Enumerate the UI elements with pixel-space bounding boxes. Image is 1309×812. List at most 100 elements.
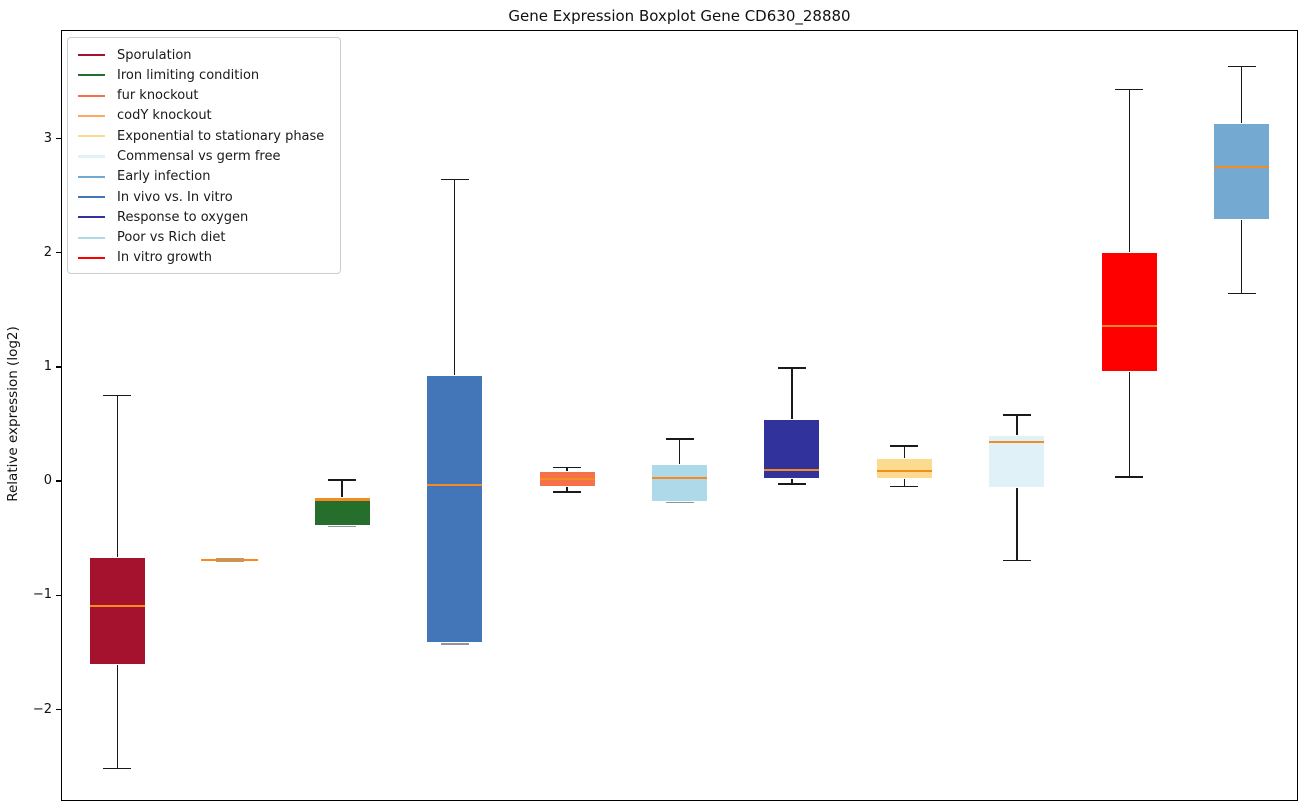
upper-whisker-cap bbox=[665, 438, 694, 440]
legend-color-swatch bbox=[78, 216, 105, 219]
median-line bbox=[1101, 324, 1157, 327]
legend-label: Early infection bbox=[117, 169, 211, 185]
lower-whisker-cap bbox=[328, 525, 357, 528]
boxplot-box bbox=[1100, 251, 1158, 372]
boxplot-box bbox=[426, 374, 484, 644]
legend-item: Iron limiting condition bbox=[78, 65, 330, 85]
lower-whisker-cap bbox=[103, 767, 132, 770]
boxplot-box bbox=[88, 556, 146, 666]
legend-item: Sporulation bbox=[78, 45, 330, 65]
median-line bbox=[989, 441, 1045, 444]
upper-whisker bbox=[1241, 66, 1243, 123]
upper-whisker bbox=[116, 395, 118, 557]
upper-whisker-cap bbox=[328, 479, 357, 481]
legend-label: Commensal vs germ free bbox=[117, 148, 281, 164]
chart-title: Gene Expression Boxplot Gene CD630_28880 bbox=[508, 7, 851, 25]
y-tick-mark bbox=[56, 252, 61, 254]
boxplot-box bbox=[875, 458, 933, 479]
upper-whisker-cap bbox=[440, 178, 469, 181]
legend-item: In vivo vs. In vitro bbox=[78, 187, 330, 207]
lower-whisker bbox=[1128, 371, 1130, 477]
upper-whisker-cap bbox=[890, 444, 919, 447]
legend-item: Poor vs Rich diet bbox=[78, 228, 330, 248]
boxplot-box bbox=[988, 435, 1046, 489]
legend-item: Early infection bbox=[78, 167, 330, 187]
lower-whisker-cap bbox=[1002, 559, 1031, 562]
legend-label: In vivo vs. In vitro bbox=[117, 189, 233, 205]
y-tick-label: 3 bbox=[43, 130, 52, 146]
boxplot-box bbox=[1213, 122, 1271, 220]
legend-item: codY knockout bbox=[78, 106, 330, 126]
upper-whisker bbox=[678, 438, 681, 465]
y-tick-mark bbox=[56, 594, 61, 597]
lower-whisker-cap bbox=[553, 491, 582, 493]
median-line bbox=[876, 469, 932, 472]
boxplot-box bbox=[313, 497, 371, 526]
median-line bbox=[652, 476, 707, 479]
legend-color-swatch bbox=[78, 94, 105, 97]
legend-color-swatch bbox=[78, 74, 105, 77]
y-tick-mark bbox=[56, 137, 61, 140]
upper-whisker bbox=[903, 445, 906, 459]
legend-item: Commensal vs germ free bbox=[78, 146, 330, 166]
legend-item: fur knockout bbox=[78, 86, 330, 106]
lower-whisker bbox=[116, 665, 118, 768]
upper-whisker-cap bbox=[777, 367, 806, 369]
y-tick-mark bbox=[56, 366, 61, 368]
legend: Sporulation Iron limiting condition fur kn… bbox=[67, 37, 341, 274]
upper-whisker-cap bbox=[1002, 414, 1031, 416]
upper-whisker-cap bbox=[103, 394, 132, 397]
lower-whisker bbox=[1241, 219, 1243, 293]
legend-label: codY knockout bbox=[117, 108, 212, 124]
y-tick-label: 1 bbox=[43, 358, 52, 374]
lower-whisker bbox=[1016, 488, 1018, 560]
upper-whisker bbox=[453, 179, 456, 375]
legend-color-swatch bbox=[78, 135, 105, 138]
lower-whisker-cap bbox=[665, 501, 694, 504]
median-line bbox=[89, 604, 145, 607]
median-line bbox=[764, 468, 820, 471]
boxplot-box bbox=[651, 464, 708, 502]
legend-label: Exponential to stationary phase bbox=[117, 128, 325, 144]
lower-whisker-cap bbox=[440, 643, 469, 645]
legend-color-swatch bbox=[78, 256, 105, 260]
y-tick-label: −1 bbox=[32, 587, 52, 603]
median-line bbox=[1214, 165, 1270, 169]
legend-item: Exponential to stationary phase bbox=[78, 126, 330, 146]
upper-whisker bbox=[791, 368, 793, 420]
lower-whisker-cap bbox=[777, 483, 806, 485]
upper-whisker-cap bbox=[553, 466, 582, 469]
legend-label: fur knockout bbox=[117, 88, 199, 104]
lower-whisker-cap bbox=[1227, 292, 1256, 295]
lower-whisker-cap bbox=[890, 485, 919, 488]
boxplot-degenerate-cap bbox=[215, 557, 244, 562]
upper-whisker-cap bbox=[1227, 65, 1256, 68]
median-line bbox=[314, 498, 370, 501]
y-tick-label: −2 bbox=[32, 701, 52, 717]
y-tick-label: 0 bbox=[43, 473, 52, 489]
median-line bbox=[427, 483, 483, 486]
legend-label: Poor vs Rich diet bbox=[117, 230, 226, 246]
legend-color-swatch bbox=[78, 175, 105, 178]
legend-item: In vitro growth bbox=[78, 248, 330, 268]
legend-color-swatch bbox=[78, 155, 105, 158]
legend-item: Response to oxygen bbox=[78, 207, 330, 227]
upper-whisker bbox=[566, 467, 568, 471]
lower-whisker-cap bbox=[1115, 476, 1144, 478]
upper-whisker-cap bbox=[1115, 88, 1144, 91]
legend-label: Iron limiting condition bbox=[117, 67, 260, 83]
y-tick-mark bbox=[56, 480, 61, 482]
legend-label: In vitro growth bbox=[117, 250, 212, 266]
lower-whisker bbox=[566, 486, 568, 492]
upper-whisker bbox=[1016, 414, 1018, 436]
upper-whisker bbox=[341, 480, 343, 498]
legend-color-swatch bbox=[78, 195, 105, 199]
lower-whisker bbox=[903, 478, 906, 486]
legend-label: Response to oxygen bbox=[117, 209, 249, 225]
legend-color-swatch bbox=[78, 53, 105, 57]
legend-color-swatch bbox=[78, 236, 105, 239]
lower-whisker bbox=[791, 478, 793, 484]
median-line bbox=[539, 477, 595, 480]
y-axis-label: Relative expression (log2) bbox=[5, 326, 21, 502]
